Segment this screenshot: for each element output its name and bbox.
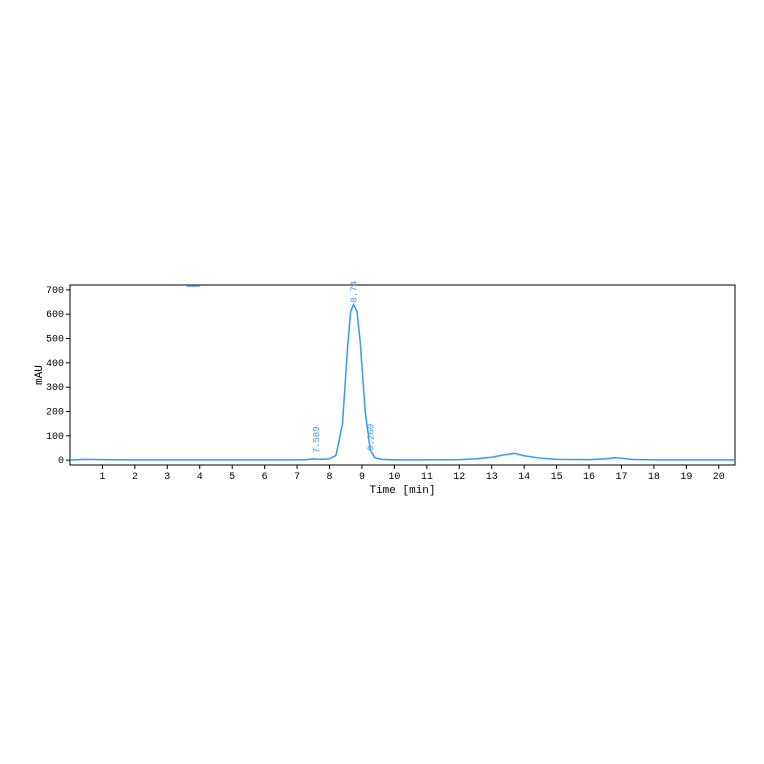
x-tick-label: 18 — [648, 472, 660, 483]
y-tick-label: 400 — [46, 359, 64, 370]
y-tick-label: 500 — [46, 335, 64, 346]
x-tick-label: 15 — [551, 472, 563, 483]
x-tick-label: 13 — [486, 472, 498, 483]
y-tick-label: 700 — [46, 286, 64, 297]
x-tick-label: 8 — [327, 472, 333, 483]
x-tick-label: 2 — [132, 472, 138, 483]
x-tick-label: 11 — [421, 472, 433, 483]
x-tick-label: 10 — [388, 472, 400, 483]
chromatogram-trace — [70, 304, 735, 460]
x-tick-label: 1 — [99, 472, 105, 483]
y-tick-label: 100 — [46, 432, 64, 443]
y-axis-title: mAU — [34, 365, 46, 385]
y-tick-label: 300 — [46, 383, 64, 394]
peak-label: 9.260 — [366, 424, 376, 451]
plot-border — [70, 285, 735, 465]
x-tick-label: 19 — [680, 472, 692, 483]
x-tick-label: 14 — [518, 472, 530, 483]
x-tick-label: 12 — [453, 472, 465, 483]
x-tick-label: 17 — [615, 472, 627, 483]
chromatogram-chart: 0100200300400500600700123456789101112131… — [30, 280, 745, 500]
chart-svg: 0100200300400500600700123456789101112131… — [30, 280, 745, 500]
y-tick-label: 0 — [58, 456, 64, 467]
peak-label: 8.741 — [350, 280, 360, 302]
y-tick-label: 200 — [46, 407, 64, 418]
x-tick-label: 20 — [713, 472, 725, 483]
x-tick-label: 4 — [197, 472, 203, 483]
x-tick-label: 5 — [229, 472, 235, 483]
x-tick-label: 6 — [262, 472, 268, 483]
x-axis-title: Time [min] — [369, 485, 435, 497]
x-tick-label: 7 — [294, 472, 300, 483]
x-tick-label: 9 — [359, 472, 365, 483]
x-tick-label: 16 — [583, 472, 595, 483]
peak-label: 7.589 — [312, 426, 322, 453]
y-tick-label: 600 — [46, 310, 64, 321]
x-tick-label: 3 — [164, 472, 170, 483]
